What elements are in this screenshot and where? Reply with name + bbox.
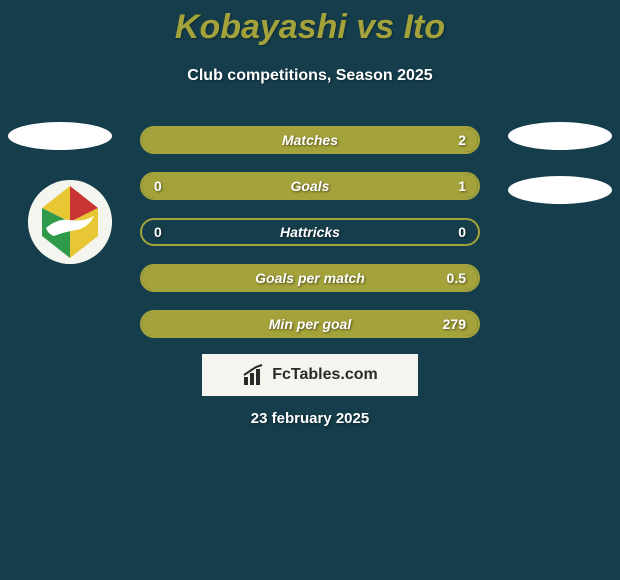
stat-right-value: 2: [458, 132, 466, 148]
chart-icon: [242, 363, 266, 387]
page-title: Kobayashi vs Ito: [0, 0, 620, 47]
stat-row-goals: 0 Goals 1: [140, 172, 480, 200]
player-left-oval: [8, 122, 112, 150]
stat-row-hattricks: 0 Hattricks 0: [140, 218, 480, 246]
stat-row-gpm: Goals per match 0.5: [140, 264, 480, 292]
stat-right-value: 279: [443, 316, 466, 332]
source-badge: FcTables.com: [202, 354, 418, 396]
page-subtitle: Club competitions, Season 2025: [0, 67, 620, 85]
stat-label: Hattricks: [280, 224, 340, 240]
stat-right-value: 1: [458, 178, 466, 194]
date-text: 23 february 2025: [251, 410, 369, 427]
team-badge: [28, 180, 112, 264]
stat-left-value: 0: [154, 224, 162, 240]
stat-row-matches: Matches 2: [140, 126, 480, 154]
team-crest-icon: [28, 180, 112, 264]
source-label: FcTables.com: [272, 366, 378, 384]
stat-right-value: 0: [458, 224, 466, 240]
player-right-oval: [508, 122, 612, 150]
stat-label: Matches: [282, 132, 338, 148]
stat-right-value: 0.5: [447, 270, 466, 286]
stat-row-mpg: Min per goal 279: [140, 310, 480, 338]
player-right-oval-2: [508, 176, 612, 204]
stat-left-value: 0: [154, 178, 162, 194]
stat-label: Min per goal: [269, 316, 351, 332]
stats-container: Matches 2 0 Goals 1 0 Hattricks 0 Goals …: [140, 126, 480, 356]
stat-label: Goals: [291, 178, 330, 194]
stat-label: Goals per match: [255, 270, 365, 286]
